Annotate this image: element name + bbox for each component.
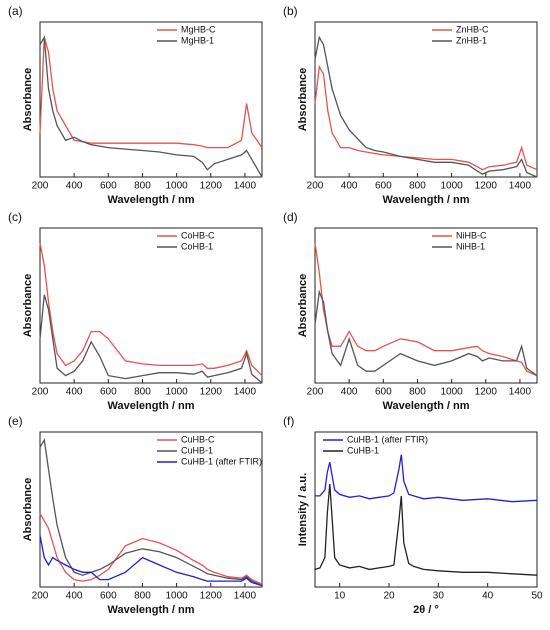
- x-tick-label: 400: [66, 181, 83, 192]
- x-tick-label: 1000: [440, 181, 463, 192]
- x-tick-label: 1000: [440, 387, 463, 398]
- y-axis-label: Absorbance: [22, 274, 34, 338]
- legend-label: CuHB-1 (after FTIR): [347, 434, 428, 444]
- series-line: [314, 243, 538, 377]
- x-tick-label: 200: [307, 181, 324, 192]
- x-tick-label: 600: [100, 181, 117, 192]
- legend-label: NiHB-C: [456, 230, 487, 240]
- x-tick-label: 1200: [200, 591, 223, 602]
- panel-label: (e): [8, 414, 23, 428]
- series-line: [314, 64, 538, 171]
- y-axis-label: Absorbance: [22, 478, 34, 542]
- series-line: [39, 438, 263, 587]
- x-tick-label: 1400: [234, 387, 257, 398]
- legend-label: CuHB-1: [347, 445, 379, 455]
- x-tick-label: 600: [100, 591, 117, 602]
- plot-frame: [39, 21, 263, 178]
- legend-label: CoHB-1: [181, 241, 213, 251]
- series-line: [314, 35, 538, 178]
- x-tick-label: 400: [66, 387, 83, 398]
- x-tick-label: 200: [32, 181, 49, 192]
- series-line: [314, 289, 538, 377]
- plot-frame: [314, 431, 538, 588]
- x-tick-label: 10: [334, 591, 346, 602]
- x-tick-label: 1000: [165, 181, 188, 192]
- x-tick-label: 800: [134, 387, 151, 398]
- panel-label: (b): [283, 4, 298, 18]
- legend-label: CuHB-C: [181, 434, 215, 444]
- x-axis-label: Wavelength / nm: [383, 400, 470, 412]
- plot-frame: [39, 227, 263, 384]
- x-axis-label: 2θ / °: [413, 604, 439, 616]
- x-tick-label: 1000: [165, 387, 188, 398]
- x-tick-label: 200: [32, 591, 49, 602]
- x-tick-label: 600: [375, 387, 392, 398]
- series-line: [39, 513, 263, 585]
- x-tick-label: 1400: [509, 387, 532, 398]
- legend-label: MgHB-1: [181, 35, 214, 45]
- plot-frame: [39, 431, 263, 588]
- x-tick-label: 600: [375, 181, 392, 192]
- panel-label: (f): [283, 414, 294, 428]
- y-axis-label: Intensity / a.u.: [297, 473, 309, 546]
- legend-label: ZnHB-1: [456, 35, 487, 45]
- x-tick-label: 1200: [200, 181, 223, 192]
- x-tick-label: 30: [433, 591, 445, 602]
- legend-label: CuHB-1: [181, 445, 213, 455]
- legend-label: CoHB-C: [181, 230, 215, 240]
- plot-frame: [314, 21, 538, 178]
- x-tick-label: 800: [134, 181, 151, 192]
- x-tick-label: 400: [341, 181, 358, 192]
- x-tick-label: 200: [32, 387, 49, 398]
- x-axis-label: Wavelength / nm: [108, 194, 195, 206]
- x-tick-label: 600: [100, 387, 117, 398]
- series-line: [39, 37, 263, 149]
- x-tick-label: 1200: [475, 387, 498, 398]
- series-line: [39, 243, 263, 377]
- x-axis-label: Wavelength / nm: [383, 194, 470, 206]
- legend-label: CuHB-1 (after FTIR): [181, 456, 262, 466]
- x-axis-label: Wavelength / nm: [108, 400, 195, 412]
- x-tick-label: 1000: [165, 591, 188, 602]
- panel-label: (c): [8, 210, 22, 224]
- x-tick-label: 40: [482, 591, 494, 602]
- series-line: [39, 35, 263, 178]
- x-tick-label: 1200: [200, 387, 223, 398]
- x-tick-label: 800: [409, 387, 426, 398]
- legend-label: MgHB-C: [181, 24, 216, 34]
- x-tick-label: 400: [341, 387, 358, 398]
- x-tick-label: 1400: [509, 181, 532, 192]
- panel-label: (a): [8, 4, 23, 18]
- legend-label: NiHB-1: [456, 241, 485, 251]
- x-tick-label: 800: [409, 181, 426, 192]
- y-axis-label: Absorbance: [22, 68, 34, 132]
- legend-label: ZnHB-C: [456, 24, 489, 34]
- series-line: [315, 454, 538, 503]
- y-axis-label: Absorbance: [297, 274, 309, 338]
- panel-label: (d): [283, 210, 298, 224]
- x-tick-label: 200: [307, 387, 324, 398]
- series-line: [39, 535, 263, 587]
- x-tick-label: 1400: [234, 591, 257, 602]
- x-tick-label: 400: [66, 591, 83, 602]
- x-tick-label: 20: [383, 591, 395, 602]
- y-axis-label: Absorbance: [297, 68, 309, 132]
- series-line: [39, 294, 263, 384]
- x-tick-label: 800: [134, 591, 151, 602]
- x-tick-label: 50: [531, 591, 543, 602]
- x-tick-label: 1400: [234, 181, 257, 192]
- plot-frame: [314, 227, 538, 384]
- x-axis-label: Wavelength / nm: [108, 604, 195, 616]
- x-tick-label: 1200: [475, 181, 498, 192]
- series-line: [314, 484, 538, 576]
